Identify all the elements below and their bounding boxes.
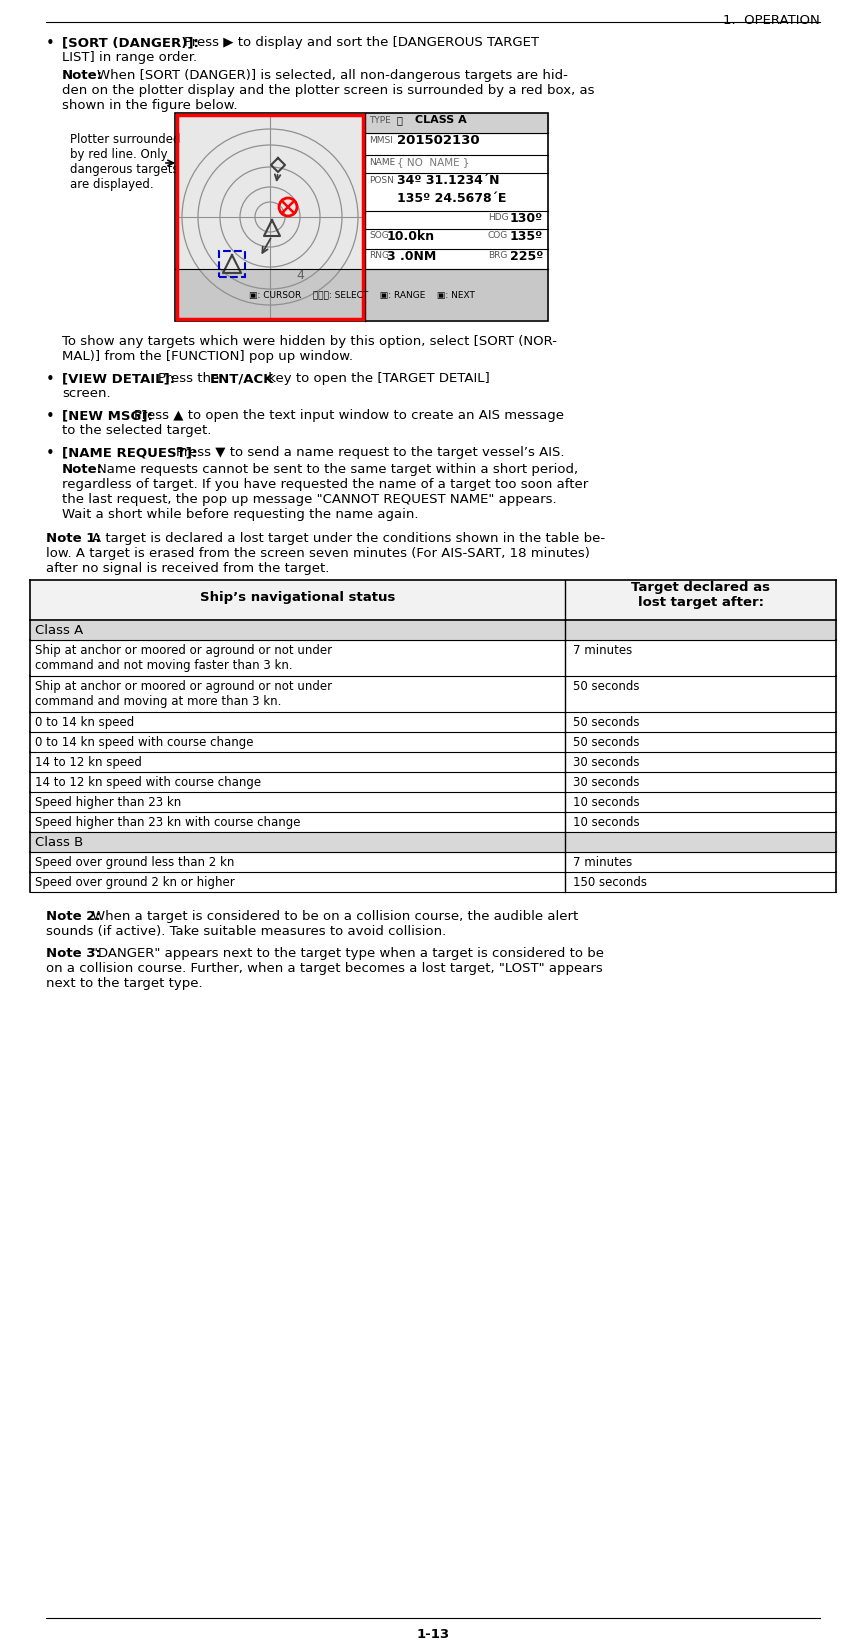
Text: Speed over ground 2 kn or higher: Speed over ground 2 kn or higher <box>35 876 235 889</box>
Bar <box>176 113 547 320</box>
Text: 50 seconds: 50 seconds <box>573 715 639 729</box>
Text: 10 seconds: 10 seconds <box>573 816 640 829</box>
Text: Note:: Note: <box>62 463 103 476</box>
Text: NAME: NAME <box>369 158 395 167</box>
Text: •: • <box>46 373 55 387</box>
Text: key to open the [TARGET DETAIL]: key to open the [TARGET DETAIL] <box>264 373 490 386</box>
Text: Note:: Note: <box>62 69 103 82</box>
Text: { NO  NAME }: { NO NAME } <box>397 158 469 167</box>
Text: 50 seconds: 50 seconds <box>573 737 639 748</box>
Text: ENT/ACK: ENT/ACK <box>210 373 275 386</box>
Text: ▣: CURSOR    ⒶⓉⓃ: SELECT    ▣: RANGE    ▣: NEXT: ▣: CURSOR ⒶⓉⓃ: SELECT ▣: RANGE ▣: NEXT <box>249 290 475 300</box>
Text: A target is declared a lost target under the conditions shown in the table be-: A target is declared a lost target under… <box>92 532 605 545</box>
Text: [SORT (DANGER)]:: [SORT (DANGER)]: <box>62 36 199 49</box>
Text: 14 to 12 kn speed with course change: 14 to 12 kn speed with course change <box>35 776 262 789</box>
Text: ⛵: ⛵ <box>397 115 403 125</box>
Text: [VIEW DETAIL]:: [VIEW DETAIL]: <box>62 373 175 386</box>
Text: Press the: Press the <box>158 373 223 386</box>
Text: •: • <box>46 446 55 461</box>
Text: 3 .0NM: 3 .0NM <box>387 249 436 263</box>
Text: Press ▶ to display and sort the [DANGEROUS TARGET: Press ▶ to display and sort the [DANGERO… <box>184 36 539 49</box>
Text: Press ▼ to send a name request to the target vessel’s AIS.: Press ▼ to send a name request to the ta… <box>176 446 565 459</box>
Text: next to the target type.: next to the target type. <box>46 976 203 990</box>
Text: [NAME REQUEST]:: [NAME REQUEST]: <box>62 446 197 459</box>
Text: 34º 31.1234´N: 34º 31.1234´N <box>397 174 500 187</box>
Text: 135º 24.5678´E: 135º 24.5678´E <box>397 192 507 205</box>
Text: 0 to 14 kn speed: 0 to 14 kn speed <box>35 715 134 729</box>
Text: screen.: screen. <box>62 387 111 400</box>
Text: SOG: SOG <box>369 231 389 240</box>
Text: Speed higher than 23 kn with course change: Speed higher than 23 kn with course chan… <box>35 816 301 829</box>
Text: When a target is considered to be on a collision course, the audible alert: When a target is considered to be on a c… <box>92 911 578 922</box>
Text: 14 to 12 kn speed: 14 to 12 kn speed <box>35 757 142 770</box>
Text: LIST] in range order.: LIST] in range order. <box>62 51 197 64</box>
Text: 10.0kn: 10.0kn <box>387 230 435 243</box>
Text: den on the plotter display and the plotter screen is surrounded by a red box, as: den on the plotter display and the plott… <box>62 84 594 97</box>
Text: 4: 4 <box>296 269 304 282</box>
Text: after no signal is received from the target.: after no signal is received from the tar… <box>46 561 329 574</box>
Text: 30 seconds: 30 seconds <box>573 776 639 789</box>
Text: Ship at anchor or moored or aground or not under
command and moving at more than: Ship at anchor or moored or aground or n… <box>35 679 333 707</box>
Text: on a collision course. Further, when a target becomes a lost target, "LOST" appe: on a collision course. Further, when a t… <box>46 962 603 975</box>
Text: [NEW MSG]:: [NEW MSG]: <box>62 409 153 422</box>
Text: 10 seconds: 10 seconds <box>573 796 640 809</box>
Text: •: • <box>46 409 55 423</box>
Text: Wait a short while before requesting the name again.: Wait a short while before requesting the… <box>62 509 418 520</box>
Text: to the selected target.: to the selected target. <box>62 423 211 437</box>
Text: HDG: HDG <box>488 213 508 222</box>
Text: 50 seconds: 50 seconds <box>573 679 639 693</box>
Text: Note 2:: Note 2: <box>46 911 100 922</box>
Text: Class B: Class B <box>35 835 83 848</box>
Text: Press ▲ to open the text input window to create an AIS message: Press ▲ to open the text input window to… <box>134 409 564 422</box>
Text: Name requests cannot be sent to the same target within a short period,: Name requests cannot be sent to the same… <box>97 463 578 476</box>
Text: 130º: 130º <box>510 212 543 225</box>
Bar <box>175 113 548 322</box>
Text: 7 minutes: 7 minutes <box>573 643 632 656</box>
Text: 7 minutes: 7 minutes <box>573 857 632 870</box>
Text: shown in the figure below.: shown in the figure below. <box>62 98 237 112</box>
Text: sounds (if active). Take suitable measures to avoid collision.: sounds (if active). Take suitable measur… <box>46 926 446 939</box>
Text: Ship’s navigational status: Ship’s navigational status <box>200 591 395 604</box>
Bar <box>219 251 245 277</box>
Bar <box>176 269 547 320</box>
Text: •: • <box>46 36 55 51</box>
Text: Note 1:: Note 1: <box>46 532 100 545</box>
Text: the last request, the pop up message "CANNOT REQUEST NAME" appears.: the last request, the pop up message "CA… <box>62 492 557 505</box>
Bar <box>176 113 364 320</box>
Text: When [SORT (DANGER)] is selected, all non-dangerous targets are hid-: When [SORT (DANGER)] is selected, all no… <box>97 69 568 82</box>
Text: BRG: BRG <box>488 251 507 259</box>
Text: Note 3:: Note 3: <box>46 947 100 960</box>
Bar <box>177 115 363 318</box>
Text: To show any targets which were hidden by this option, select [SORT (NOR-: To show any targets which were hidden by… <box>62 335 557 348</box>
Text: 30 seconds: 30 seconds <box>573 757 639 770</box>
Text: regardless of target. If you have requested the name of a target too soon after: regardless of target. If you have reques… <box>62 478 588 491</box>
Text: RNG: RNG <box>369 251 389 259</box>
Text: COG: COG <box>488 231 508 240</box>
Text: 135º: 135º <box>510 230 543 243</box>
Text: Speed over ground less than 2 kn: Speed over ground less than 2 kn <box>35 857 235 870</box>
Text: 0 to 14 kn speed with course change: 0 to 14 kn speed with course change <box>35 737 254 748</box>
Text: POSN: POSN <box>369 176 394 185</box>
Text: MAL)] from the [FUNCTION] pop up window.: MAL)] from the [FUNCTION] pop up window. <box>62 350 353 363</box>
Text: Plotter surrounded
by red line. Only
dangerous targets
are displayed.: Plotter surrounded by red line. Only dan… <box>70 133 180 190</box>
Text: Speed higher than 23 kn: Speed higher than 23 kn <box>35 796 181 809</box>
Text: Target declared as
lost target after:: Target declared as lost target after: <box>631 581 770 609</box>
Text: 1.  OPERATION: 1. OPERATION <box>723 15 820 26</box>
Text: low. A target is erased from the screen seven minutes (For AIS-SART, 18 minutes): low. A target is erased from the screen … <box>46 546 590 560</box>
Text: MMSI: MMSI <box>369 136 393 144</box>
Text: 1-13: 1-13 <box>417 1628 449 1641</box>
Text: 225º: 225º <box>509 249 543 263</box>
Text: "DANGER" appears next to the target type when a target is considered to be: "DANGER" appears next to the target type… <box>92 947 604 960</box>
Text: 201502130: 201502130 <box>397 135 480 148</box>
Text: 150 seconds: 150 seconds <box>573 876 647 889</box>
Text: Class A: Class A <box>35 624 83 637</box>
Text: CLASS A: CLASS A <box>415 115 467 125</box>
Text: Ship at anchor or moored or aground or not under
command and not moving faster t: Ship at anchor or moored or aground or n… <box>35 643 333 673</box>
Text: TYPE: TYPE <box>369 117 391 125</box>
